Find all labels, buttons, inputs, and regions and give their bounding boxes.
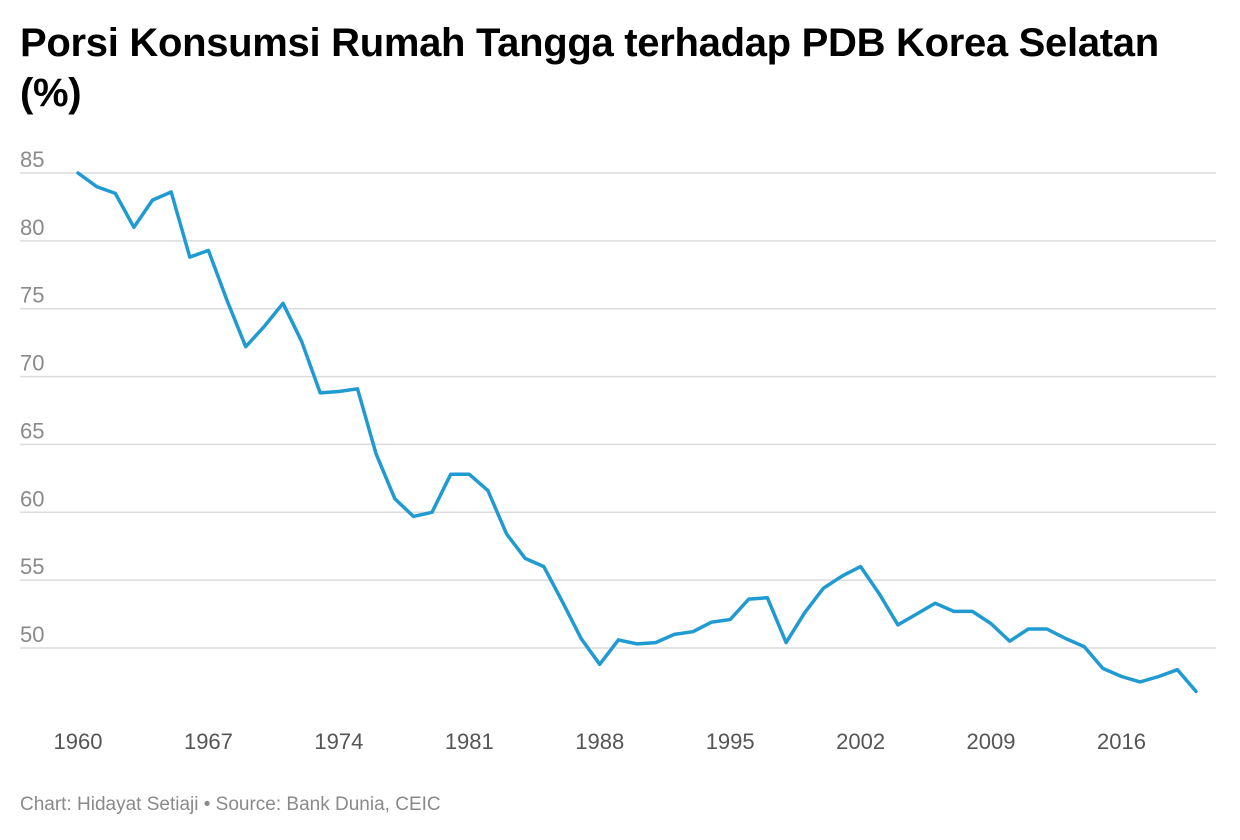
x-tick-label: 1981 [445, 729, 494, 754]
x-tick-label: 1960 [54, 729, 103, 754]
y-tick-label: 85 [20, 147, 44, 172]
y-tick-label: 55 [20, 554, 44, 579]
y-tick-label: 70 [20, 351, 44, 376]
y-axis-tick-labels: 85 80 75 70 65 60 55 50 [20, 147, 44, 647]
series-layer [76, 171, 1198, 694]
x-tick-label: 2002 [836, 729, 885, 754]
gridlines [20, 172, 1216, 649]
x-tick-label: 1995 [706, 729, 755, 754]
y-tick-label: 50 [20, 622, 44, 647]
x-tick-label: 2016 [1097, 729, 1146, 754]
x-axis-tick-labels: 1960 1967 1974 1981 1988 1995 2002 2009 2016 [54, 729, 1146, 754]
chart-title: Porsi Konsumsi Rumah Tangga terhadap PDB… [20, 21, 1159, 115]
y-tick-label: 60 [20, 486, 44, 511]
series-line [76, 171, 1198, 694]
line-chart: 85 80 75 70 65 60 55 50 1960 1967 1974 1981 1988 199… [20, 147, 1216, 754]
x-tick-label: 1974 [314, 729, 363, 754]
chart-credit: Chart: Hidayat Setiaji • Source: Bank Du… [20, 794, 441, 815]
x-tick-label: 1988 [575, 729, 624, 754]
y-tick-label: 65 [20, 418, 44, 443]
x-tick-label: 1967 [184, 729, 233, 754]
y-tick-label: 75 [20, 283, 44, 308]
x-tick-label: 2009 [967, 729, 1016, 754]
y-tick-label: 80 [20, 215, 44, 240]
